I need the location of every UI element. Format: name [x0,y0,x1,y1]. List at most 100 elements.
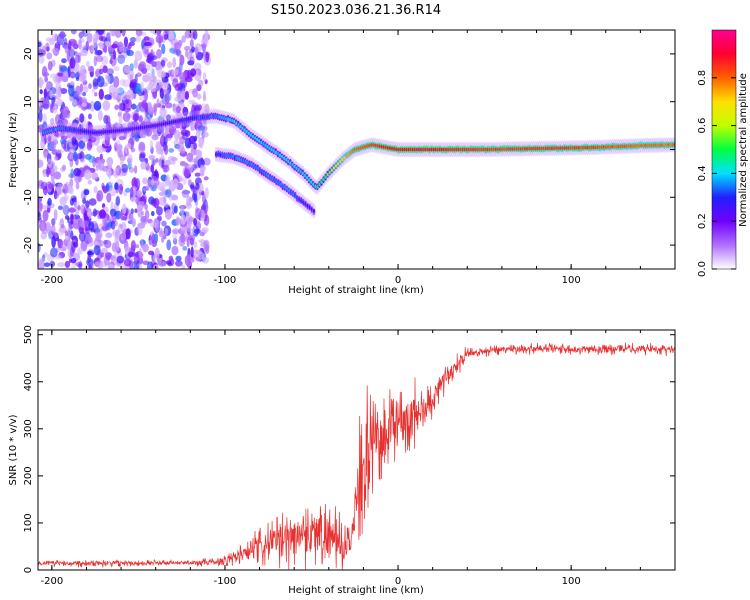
heatmap-core [226,117,230,122]
heatmap-core [511,147,514,151]
heatmap-core [656,143,660,147]
heatmap-speckle [102,218,106,230]
heatmap-speckle [127,251,134,258]
heatmap-core [368,143,371,148]
heatmap-core [399,147,402,152]
heatmap-core [235,156,239,160]
heatmap-core [424,147,427,152]
heatmap-core [91,130,95,135]
heatmap-speckle [182,131,188,141]
heatmap-core [617,144,620,149]
heatmap-core [219,153,222,157]
heatmap-speckle [108,187,117,197]
heatmap-speckle [93,100,102,111]
heatmap-speckle [159,230,166,236]
heatmap-speckle [135,244,140,249]
heatmap-speckle [126,89,134,102]
heatmap-speckle [129,186,134,198]
heatmap-core [343,155,346,160]
heatmap-speckle [142,243,149,253]
heatmap-core [285,157,288,162]
heatmap-core [465,147,469,152]
heatmap-core [638,143,641,148]
heatmap-speckle [87,179,92,185]
heatmap-core [337,161,340,166]
heatmap-speckle [151,133,159,141]
heatmap-core [162,122,165,126]
heatmap-core [121,128,124,132]
heatmap-speckle [46,52,53,60]
heatmap-speckle [77,205,81,211]
heatmap-speckle [118,115,123,124]
heatmap-core [621,144,624,149]
heatmap-speckle [92,38,98,48]
heatmap-core [251,134,255,139]
heatmap-speckle [97,259,104,269]
heatmap-speckle [185,214,194,225]
heatmap-core [154,123,157,128]
heatmap-speckle [112,215,117,221]
heatmap-speckle [118,135,126,141]
heatmap-speckle [120,221,127,234]
heatmap-speckle [83,216,90,221]
heatmap-speckle [143,187,147,192]
heatmap-speckle [159,87,165,99]
heatmap-speckle [88,136,97,143]
heatmap-core [48,129,51,133]
heatmap-core [269,175,272,179]
heatmap-speckle [85,40,89,50]
heatmap-core [73,128,76,132]
heatmap-speckle [122,112,131,122]
x-tick-label: 100 [562,576,581,587]
heatmap-core [459,147,462,152]
heatmap-core [615,144,618,149]
heatmap-speckle [89,100,95,112]
heatmap-core [233,119,236,124]
heatmap-speckle [102,65,108,74]
colorbar-tick-label: 0.6 [697,118,708,134]
heatmap-core [347,152,350,157]
heatmap-core [287,188,291,193]
heatmap-speckle [151,233,156,245]
heatmap-core [561,146,564,150]
heatmap-core [517,147,520,151]
heatmap-core [191,116,194,120]
heatmap-core [262,171,266,175]
heatmap-core [455,147,458,152]
heatmap-speckle [85,200,90,209]
heatmap-speckle [57,205,64,211]
heatmap-core [665,143,668,147]
heatmap-speckle [87,236,93,244]
heatmap-core [141,125,144,130]
heatmap-core [542,146,545,151]
heatmap-core [279,182,282,187]
heatmap-speckle [204,103,210,115]
heatmap-core [339,159,342,164]
heatmap-core [609,145,612,149]
chart-title: S150.2023.036.21.36.R14 [271,3,441,18]
heatmap-speckle [94,92,98,97]
heatmap-speckle [82,91,86,97]
heatmap-speckle [177,141,185,153]
heatmap-speckle [140,211,145,216]
heatmap-speckle [134,83,143,95]
heatmap-speckle [168,148,175,153]
heatmap-core [231,118,234,123]
heatmap-speckle [51,218,56,226]
heatmap-core [634,144,637,148]
heatmap-speckle [149,231,155,242]
heatmap-core [366,144,369,148]
heatmap-core [287,159,290,164]
y-tick-label: 500 [23,325,34,344]
heatmap-core [199,115,203,120]
heatmap-speckle [78,231,86,242]
heatmap-speckle [171,40,175,49]
heatmap-speckle [57,72,65,77]
heatmap-core [264,143,267,147]
heatmap-core [265,172,268,177]
heatmap-speckle [38,259,45,269]
heatmap-core [104,130,107,134]
heatmap-core [56,127,59,131]
heatmap-speckle [103,239,112,249]
heatmap-speckle [157,216,163,222]
